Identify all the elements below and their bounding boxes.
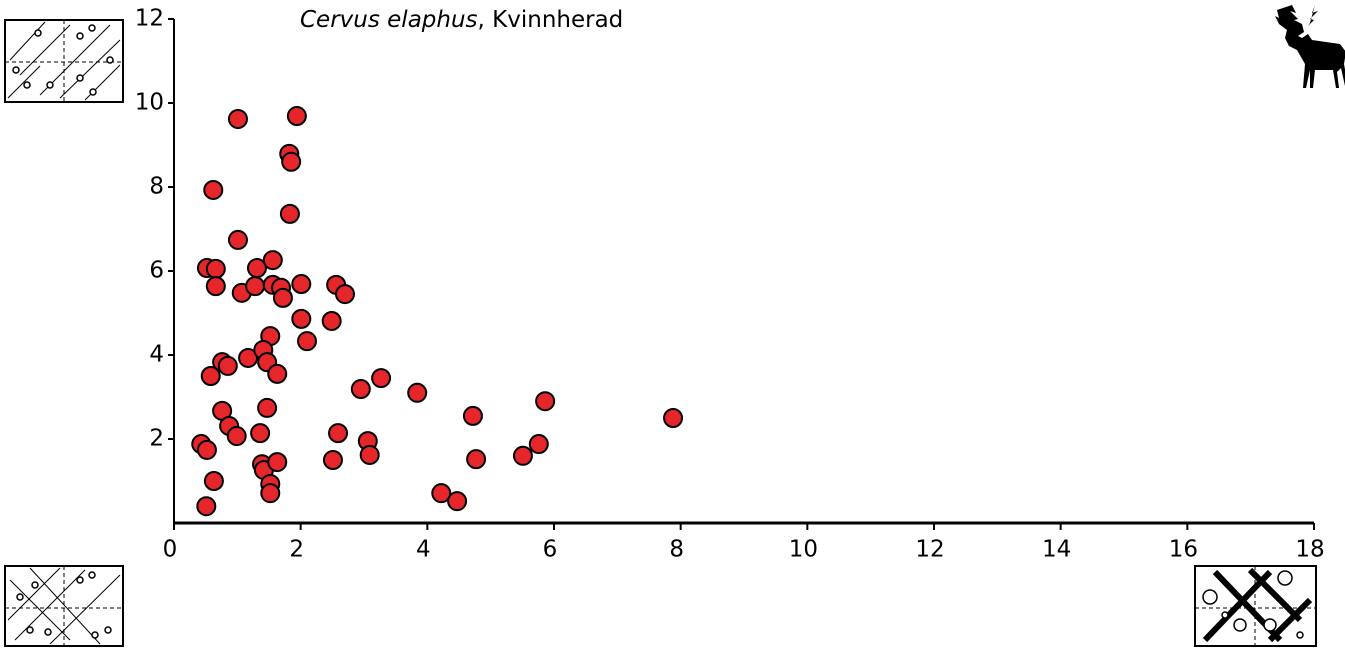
point xyxy=(281,151,302,172)
chart-title: Cervus elaphus, Kvinnherad xyxy=(300,7,623,33)
y-tick-label: 12 xyxy=(135,6,164,32)
point xyxy=(196,439,217,460)
point xyxy=(245,276,266,297)
point xyxy=(200,366,221,386)
x-tick-label: 6 xyxy=(543,537,558,563)
point xyxy=(257,397,278,418)
point xyxy=(512,445,533,466)
point xyxy=(205,258,226,279)
point xyxy=(262,250,283,271)
y-tick-label: 10 xyxy=(135,90,164,116)
y-tick-label: 2 xyxy=(149,426,164,452)
deer-silhouette xyxy=(1275,5,1345,88)
title-species: Cervus elaphus xyxy=(300,7,478,33)
x-tick-label: 16 xyxy=(1169,537,1198,563)
x-tick-label: 12 xyxy=(915,537,944,563)
point xyxy=(203,471,224,491)
point xyxy=(466,449,487,470)
point xyxy=(272,287,293,308)
icon-bottom-right xyxy=(1194,565,1317,647)
title-place: , Kvinnherad xyxy=(478,7,624,33)
point xyxy=(217,355,238,376)
x-tick-label: 4 xyxy=(416,537,431,563)
point xyxy=(335,284,355,305)
point xyxy=(226,426,247,447)
icon-bottom-left xyxy=(4,565,124,647)
x-tick-label: 10 xyxy=(789,537,818,563)
point xyxy=(205,276,226,297)
point xyxy=(260,483,281,504)
x-tick-label: 0 xyxy=(163,537,178,563)
x-tick-label: 18 xyxy=(1295,537,1324,563)
point xyxy=(447,491,468,512)
point xyxy=(203,179,224,200)
point xyxy=(227,229,248,250)
point xyxy=(321,310,342,331)
x-tick-label: 8 xyxy=(669,537,684,563)
y-tick-label: 4 xyxy=(149,342,164,368)
point xyxy=(250,423,271,444)
point xyxy=(371,368,392,389)
point xyxy=(663,408,684,428)
point xyxy=(291,308,312,329)
point xyxy=(238,347,259,368)
x-tick-label: 2 xyxy=(289,537,304,563)
y-tick-label: 6 xyxy=(149,258,164,284)
point xyxy=(535,391,556,412)
point xyxy=(196,496,217,517)
point xyxy=(267,452,288,473)
icon-top-left xyxy=(4,19,124,103)
point xyxy=(359,444,380,465)
point xyxy=(291,274,312,295)
point xyxy=(279,203,300,224)
point xyxy=(462,405,483,426)
x-tick-label: 14 xyxy=(1042,537,1071,563)
point xyxy=(407,382,428,403)
point xyxy=(328,423,349,444)
point xyxy=(227,108,248,129)
point xyxy=(267,363,288,384)
point xyxy=(350,379,371,400)
point xyxy=(297,331,317,352)
y-tick-label: 8 xyxy=(149,174,164,200)
point xyxy=(286,106,307,127)
point xyxy=(322,450,343,470)
point xyxy=(431,483,452,504)
point xyxy=(528,434,549,455)
